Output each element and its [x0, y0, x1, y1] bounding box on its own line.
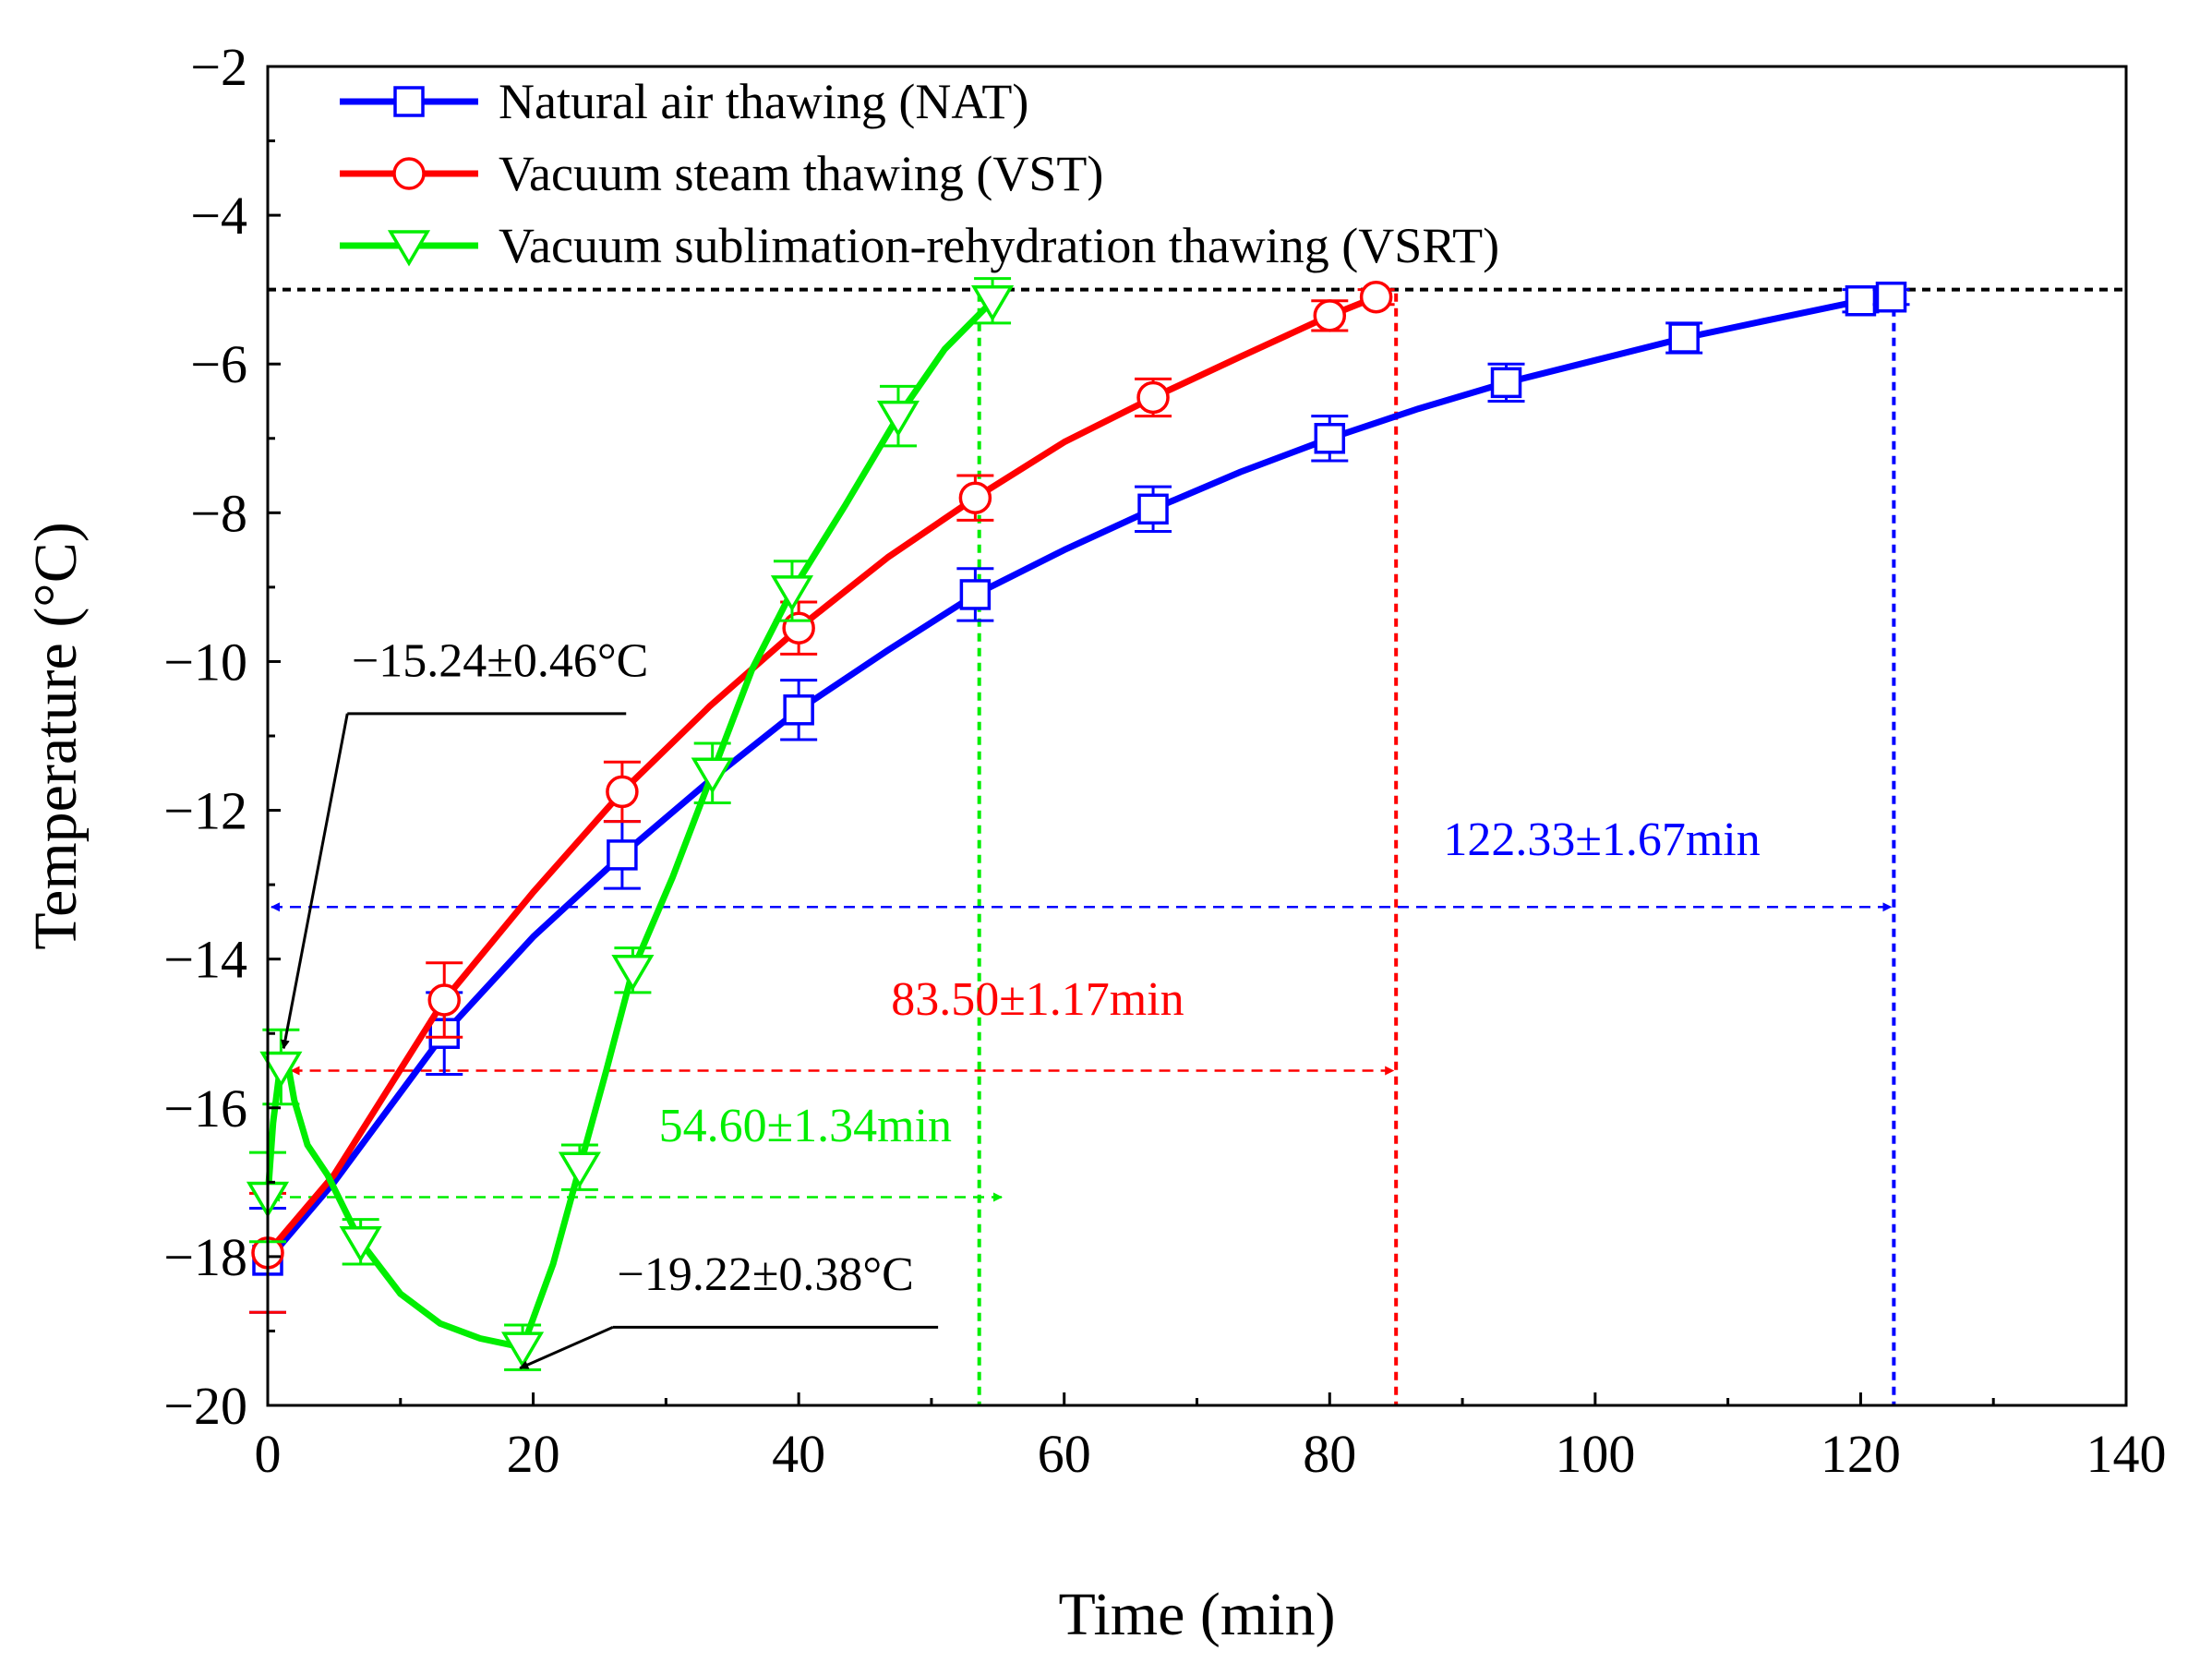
data-point — [1136, 380, 1170, 415]
y-tick-label: −14 — [163, 930, 247, 990]
series-group — [246, 277, 1015, 1371]
data-point — [607, 839, 638, 871]
y-tick-label: −6 — [190, 334, 247, 394]
y-tick-label: −12 — [163, 781, 247, 841]
data-point — [606, 775, 639, 809]
data-point — [876, 400, 920, 438]
annotation-label: −19.22±0.38°C — [618, 1248, 914, 1301]
series-group — [249, 281, 1910, 1314]
annotation-label: −15.24±0.46°C — [352, 635, 648, 688]
x-tick-label: 60 — [1038, 1424, 1091, 1484]
y-tick-label: −18 — [163, 1227, 247, 1287]
y-tick-label: −20 — [163, 1376, 247, 1436]
series-layer — [246, 277, 1910, 1371]
data-point — [958, 481, 992, 514]
duration-label: 83.50±1.17min — [891, 973, 1184, 1026]
x-axis-title: Time (min) — [1058, 1581, 1335, 1648]
data-point — [971, 285, 1015, 322]
data-point — [1490, 367, 1522, 399]
x-tick-label: 40 — [772, 1424, 825, 1484]
x-tick-label: 0 — [255, 1424, 282, 1484]
data-point — [1137, 493, 1169, 525]
series-line — [264, 294, 1894, 1264]
x-tick-label: 100 — [1555, 1424, 1635, 1484]
guide-lines-layer — [268, 287, 2126, 1405]
data-point — [339, 1226, 382, 1263]
y-tick-label: −4 — [190, 186, 247, 246]
y-axis-title: Temperature (°C) — [22, 522, 90, 949]
data-point — [959, 579, 992, 610]
x-tick-label: 80 — [1303, 1424, 1356, 1484]
data-point — [1668, 322, 1700, 354]
data-point — [558, 1151, 601, 1188]
legend-label: Vacuum sublimation-rehydration thawing (… — [499, 218, 1499, 273]
x-tick-label: 140 — [2086, 1424, 2167, 1484]
y-tick-label: −8 — [190, 483, 247, 543]
x-tick-label: 120 — [1821, 1424, 1901, 1484]
legend-marker — [393, 86, 425, 117]
data-point — [427, 983, 461, 1017]
data-point — [611, 955, 655, 992]
data-point — [782, 611, 815, 645]
data-point — [1845, 285, 1877, 317]
y-tick-label: −2 — [190, 37, 247, 97]
data-point — [783, 694, 814, 726]
y-tick-label: −16 — [163, 1079, 247, 1139]
duration-label: 54.60±1.34min — [659, 1100, 952, 1152]
legend-label: Vacuum steam thawing (VST) — [499, 146, 1103, 201]
data-point — [259, 1051, 303, 1088]
axes-layer: 0 20 40 60 80 100 120 140 −20 −18 −16 −14 −12 −10 −8 −6… — [163, 37, 2166, 1484]
annotation-arrow — [519, 1326, 614, 1370]
data-point — [501, 1332, 545, 1368]
data-point — [1313, 299, 1347, 332]
data-point — [1875, 281, 1907, 313]
data-point — [691, 757, 734, 794]
y-tick-label: −10 — [163, 632, 247, 692]
annotation-arrow — [281, 713, 349, 1050]
legend-label: Natural air thawing (NAT) — [499, 74, 1028, 129]
annotations-layer: 122.33±1.67min 83.50±1.17min 54.60±1.34min… — [281, 635, 1761, 1370]
series-line — [264, 294, 1380, 1257]
legend-marker — [392, 157, 426, 190]
series-group — [249, 280, 1395, 1314]
data-point — [770, 575, 814, 612]
legend: Natural air thawing (NAT) Vacuum steam th… — [340, 74, 1499, 273]
x-tick-label: 20 — [507, 1424, 560, 1484]
duration-label: 122.33±1.67min — [1443, 813, 1760, 866]
legend-marker — [387, 230, 431, 267]
data-point — [1314, 423, 1346, 454]
series-line — [264, 297, 996, 1351]
data-point — [1359, 280, 1393, 314]
